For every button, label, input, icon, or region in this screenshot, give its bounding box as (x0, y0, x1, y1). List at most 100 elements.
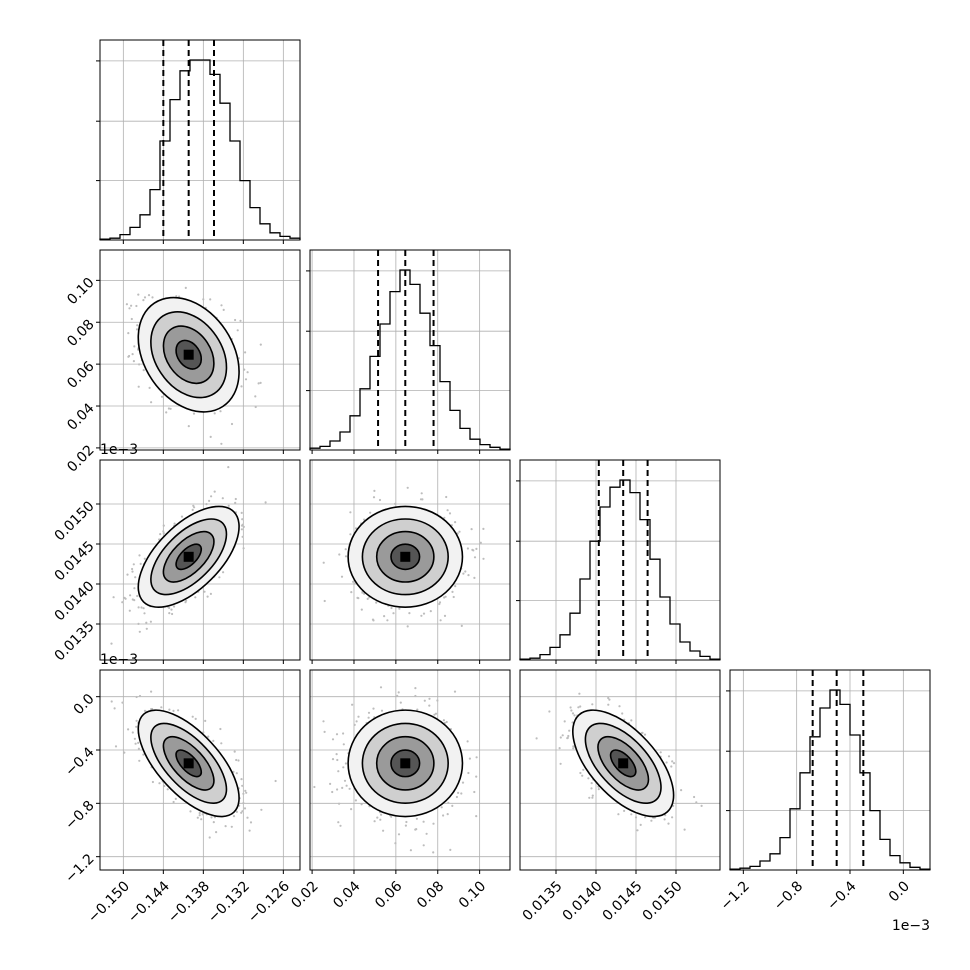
scatter-point (127, 332, 130, 335)
scatter-point (590, 787, 593, 790)
scatter-point (366, 597, 369, 601)
scatter-point (246, 371, 249, 374)
scatter-point (138, 630, 141, 633)
scatter-point (200, 818, 203, 821)
scatter-point (172, 709, 175, 713)
scatter-point (246, 816, 249, 819)
scatter-point (623, 809, 626, 813)
scatter-point (241, 784, 244, 787)
scatter-point (396, 694, 399, 698)
y-tick-label: 0.0135 (52, 618, 98, 664)
scatter-point (558, 747, 561, 750)
contour-level-0 (390, 749, 421, 778)
scatter-point (242, 792, 245, 795)
scatter-point (142, 607, 145, 610)
scatter-point (138, 363, 141, 366)
scatter-point (667, 822, 670, 825)
scatter-point (597, 788, 600, 791)
scatter-point (331, 790, 334, 794)
scatter-point (242, 802, 245, 805)
scatter-point (436, 699, 439, 702)
scatter-point (446, 813, 449, 816)
scatter-point (198, 814, 201, 817)
scatter-point (137, 747, 140, 750)
scatter-point (335, 753, 338, 756)
scatter-point (244, 351, 247, 354)
scatter-point (382, 829, 385, 832)
scatter-point (131, 570, 134, 573)
scatter-point (151, 780, 154, 784)
x-tick-label: −0.4 (824, 878, 859, 913)
scatter-point (344, 555, 348, 558)
scatter-point (425, 832, 428, 835)
scatter-point (667, 755, 671, 758)
scatter-panel-1-0: 0.02 0.04 0.06 0.08 0.10 (64, 249, 301, 476)
scatter-point (338, 802, 341, 805)
contour-level-0 (390, 543, 421, 571)
scatter-point (131, 567, 134, 571)
scatter-point (230, 825, 233, 828)
scatter-point (630, 719, 633, 722)
scatter-point (241, 518, 244, 521)
scatter-point (397, 833, 401, 836)
scatter-point (415, 828, 418, 831)
scatter-point (442, 719, 445, 722)
scatter-point (373, 489, 376, 492)
scatter-point (473, 576, 476, 580)
scatter-point (591, 794, 594, 797)
scatter-point (455, 795, 458, 799)
scatter-point (140, 606, 143, 609)
scatter-point (166, 788, 169, 791)
scatter-point (582, 768, 585, 771)
scatter-point (482, 527, 485, 531)
scatter-point (398, 607, 401, 610)
scatter-panel-3-1: 0.02 0.04 0.06 0.08 0.10 (288, 669, 511, 912)
density-peak (183, 551, 194, 562)
contour-level-3 (137, 296, 240, 413)
scatter-point (242, 547, 245, 550)
x-tick-label: 0.08 (414, 878, 447, 911)
scatter-point (445, 495, 448, 499)
scatter-point (420, 492, 423, 495)
y-tick-label: 0.0140 (52, 578, 98, 624)
scatter-point (416, 708, 419, 711)
scatter-point (221, 497, 224, 500)
y-tick-label: 0.10 (64, 275, 97, 308)
panel-frame (519, 669, 721, 871)
contour-level-2 (150, 518, 228, 596)
scatter-point (138, 554, 141, 557)
contour-level-2 (150, 311, 228, 399)
scatter-point (259, 381, 262, 384)
y-tick-label: −0.4 (62, 744, 97, 779)
scatter-point (443, 614, 447, 618)
scatter-point (243, 807, 247, 810)
scatter-point (357, 597, 360, 600)
scatter-point (340, 575, 344, 578)
scatter-point (640, 731, 643, 735)
scatter-point (344, 762, 347, 765)
scatter-point (142, 369, 145, 372)
scatter-point (142, 753, 145, 756)
contour-level-1 (375, 530, 435, 583)
scatter-point (162, 530, 165, 533)
scatter-point (212, 821, 215, 824)
scatter-point (355, 720, 358, 723)
scatter-point (454, 585, 457, 588)
scatter-point (394, 502, 397, 505)
scatter-point (234, 318, 237, 322)
scatter-point (588, 796, 591, 799)
scatter-point (174, 797, 177, 801)
scatter-point (131, 353, 134, 356)
scatter-point (242, 525, 245, 529)
scatter-point (644, 816, 647, 819)
scatter-point (671, 760, 674, 763)
scatter-point (329, 782, 332, 786)
scatter-point (406, 625, 409, 628)
scatter-point (220, 442, 223, 445)
scatter-point (535, 737, 538, 740)
scatter-point (342, 766, 345, 769)
scatter-point (344, 548, 347, 551)
scatter-point (244, 378, 248, 381)
scatter-point (143, 709, 147, 713)
panel-frame (99, 459, 301, 661)
